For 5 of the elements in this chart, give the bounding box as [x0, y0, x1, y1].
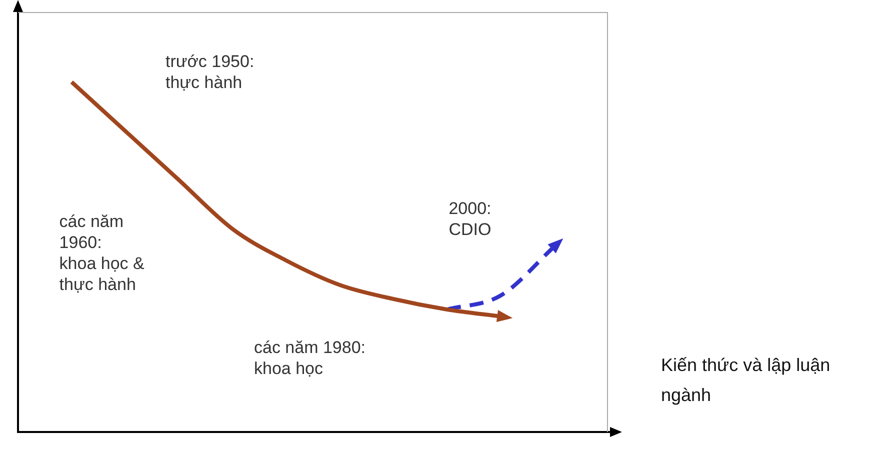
- annotation: trước 1950: thực hành: [166, 52, 254, 92]
- annotation: các năm 1960: khoa học & thực hành: [59, 212, 146, 294]
- x-axis-title: Kiến thức và lập luận ngành: [661, 354, 832, 407]
- annotation: các năm 1980: khoa học: [254, 338, 366, 378]
- annotation: 2000: CDIO: [448, 199, 492, 240]
